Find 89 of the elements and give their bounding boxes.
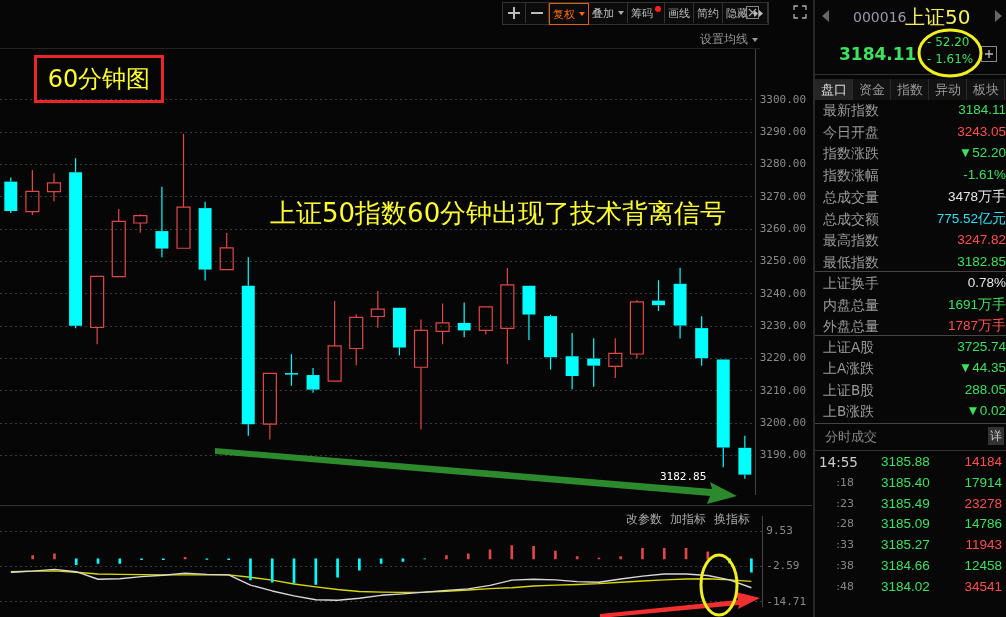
text: 3247.82 <box>957 232 1006 249</box>
text: 外盘总量 <box>823 318 879 334</box>
y-tick-label: 3290.00 <box>759 124 806 138</box>
text: 14:55 <box>819 454 858 470</box>
text: 内盘总量 <box>823 296 879 313</box>
text: 总成交额 <box>823 210 879 227</box>
text: - 52.20 <box>927 35 970 49</box>
text: 17914 <box>964 474 1002 491</box>
text: - 1.61% <box>927 52 974 66</box>
text: 指数涨跌 <box>823 145 879 162</box>
text: 3184.11 <box>839 44 917 64</box>
text: :38 <box>836 558 854 574</box>
y-tick-label: 3230.00 <box>759 319 806 333</box>
text: 上B涨跌 <box>823 402 875 419</box>
text: ▼44.35 <box>958 360 1006 377</box>
y-tick-label: 3270.00 <box>759 189 806 203</box>
text: 34541 <box>964 578 1002 595</box>
text: 分时成交 <box>825 428 877 446</box>
text: 复权 <box>553 6 575 22</box>
text: 筹码 <box>631 5 653 21</box>
y-tick-label: 3190.00 <box>759 448 806 462</box>
y-tick-label: 3260.00 <box>759 222 806 236</box>
text: 3185.88 <box>881 454 930 470</box>
text: ▼52.20 <box>958 145 1006 162</box>
text: 上证A股 <box>823 339 875 355</box>
annotation: 加指标 <box>670 511 706 528</box>
text: 详 <box>988 427 1004 445</box>
text: 叠加 <box>592 5 614 21</box>
text: 3185.27 <box>881 537 930 554</box>
text: 775.52亿元 <box>936 210 1006 227</box>
text: 3725.74 <box>957 339 1006 355</box>
text: 上证50 <box>905 4 971 31</box>
text: 14786 <box>964 516 1002 533</box>
text: 指数 <box>891 79 929 100</box>
text: 3243.05 <box>957 123 1006 140</box>
text: 3184.11 <box>958 102 1006 118</box>
text: 上证50指数60分钟出现了技术背离信号 <box>270 197 727 228</box>
text: 11943 <box>965 537 1002 554</box>
text: 3182.85 <box>957 253 1006 270</box>
text: 1691万手 <box>947 296 1006 313</box>
text: 指数涨幅 <box>823 167 879 184</box>
text: :28 <box>836 516 854 533</box>
text: 今日开盘 <box>823 123 879 140</box>
y-tick-label: 3220.00 <box>759 351 806 365</box>
text: 资金 <box>853 79 891 100</box>
y-tick-label: 3210.00 <box>759 383 806 397</box>
text: 3478万手 <box>947 188 1006 205</box>
text: :23 <box>836 495 854 512</box>
text: 板块 <box>967 79 1005 100</box>
text: 上证B股 <box>823 381 875 398</box>
text: 上证换手 <box>823 275 879 291</box>
text: 14184 <box>964 454 1002 470</box>
annotation: 换指标 <box>714 511 750 528</box>
y-tick-label: 3240.00 <box>759 286 806 300</box>
text: 3185.40 <box>881 474 930 491</box>
text: 盘口 <box>815 79 853 100</box>
text: ▼0.02 <box>966 402 1006 419</box>
y-tick-label: 3200.00 <box>759 416 806 430</box>
y-tick-label: 9.53 <box>766 523 793 537</box>
annotation: 改参数 <box>626 511 662 528</box>
text: :33 <box>836 537 854 554</box>
text: 简约 <box>697 5 719 21</box>
y-tick-label: -2.59 <box>766 559 800 573</box>
text: 异动 <box>929 79 967 100</box>
y-tick-label: -14.71 <box>766 594 807 608</box>
y-tick-label: 3300.00 <box>759 92 806 106</box>
text: :18 <box>836 474 854 491</box>
text: 3185.09 <box>881 516 930 533</box>
text: 12458 <box>964 558 1002 574</box>
annotation: 3182.85 <box>660 470 707 483</box>
text: 上A涨跌 <box>823 360 875 377</box>
text: 画线 <box>668 5 690 21</box>
y-tick-label: 3280.00 <box>759 157 806 171</box>
text: 23278 <box>964 495 1002 512</box>
text: 最高指数 <box>823 232 879 249</box>
text: 最低指数 <box>823 253 879 270</box>
text: 1787万手 <box>947 318 1006 334</box>
text: 0.78% <box>967 275 1006 291</box>
text: 3184.66 <box>881 558 930 574</box>
text: 总成交量 <box>823 188 879 205</box>
text: 288.05 <box>964 381 1006 398</box>
text: :48 <box>836 578 854 595</box>
text: 设置均线 <box>700 31 748 48</box>
text: 最新指数 <box>823 102 879 118</box>
text: -1.61% <box>963 167 1006 184</box>
text: 60分钟图 <box>34 55 164 103</box>
y-tick-label: 3250.00 <box>759 254 806 268</box>
text: 3184.02 <box>881 578 930 595</box>
text: 3185.49 <box>881 495 930 512</box>
